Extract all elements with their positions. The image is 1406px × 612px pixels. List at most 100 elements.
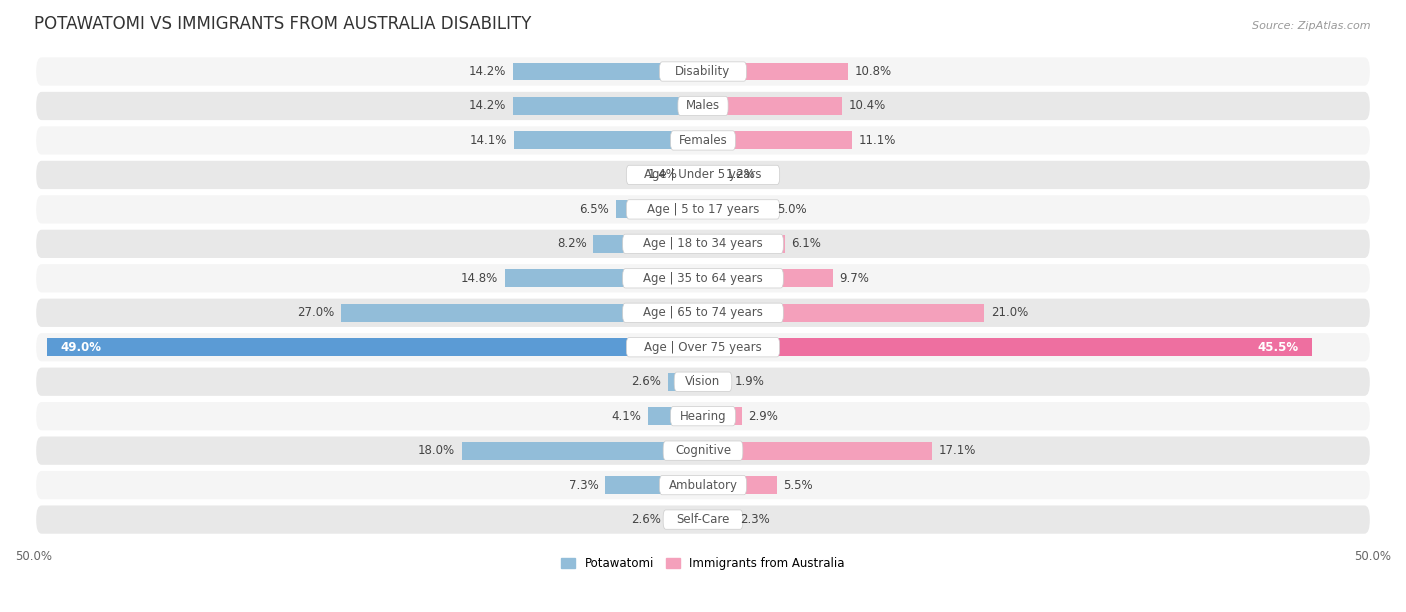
- Text: Females: Females: [679, 134, 727, 147]
- Bar: [703, 442, 932, 460]
- FancyBboxPatch shape: [626, 338, 780, 357]
- Text: 2.6%: 2.6%: [631, 375, 661, 388]
- Text: 10.8%: 10.8%: [855, 65, 891, 78]
- Bar: [703, 407, 742, 425]
- Text: Cognitive: Cognitive: [675, 444, 731, 457]
- FancyBboxPatch shape: [37, 230, 1369, 258]
- Text: 2.9%: 2.9%: [748, 409, 779, 423]
- Text: 14.8%: 14.8%: [461, 272, 498, 285]
- Text: 27.0%: 27.0%: [298, 306, 335, 319]
- Text: 9.7%: 9.7%: [839, 272, 869, 285]
- Bar: [703, 132, 852, 149]
- Text: 1.4%: 1.4%: [648, 168, 678, 181]
- Bar: [703, 269, 832, 287]
- Text: 1.9%: 1.9%: [735, 375, 765, 388]
- Bar: [703, 97, 842, 115]
- Bar: [46, 338, 703, 356]
- Text: POTAWATOMI VS IMMIGRANTS FROM AUSTRALIA DISABILITY: POTAWATOMI VS IMMIGRANTS FROM AUSTRALIA …: [34, 15, 531, 33]
- Text: 10.4%: 10.4%: [849, 100, 886, 113]
- FancyBboxPatch shape: [623, 303, 783, 323]
- Legend: Potawatomi, Immigrants from Australia: Potawatomi, Immigrants from Australia: [557, 552, 849, 575]
- FancyBboxPatch shape: [671, 406, 735, 426]
- Text: 49.0%: 49.0%: [60, 341, 101, 354]
- FancyBboxPatch shape: [659, 62, 747, 81]
- FancyBboxPatch shape: [623, 269, 783, 288]
- Bar: [703, 304, 984, 322]
- FancyBboxPatch shape: [37, 368, 1369, 396]
- Text: 17.1%: 17.1%: [939, 444, 976, 457]
- Bar: [648, 407, 703, 425]
- FancyBboxPatch shape: [626, 200, 780, 219]
- FancyBboxPatch shape: [37, 264, 1369, 293]
- Text: 6.5%: 6.5%: [579, 203, 609, 216]
- Text: Age | 5 to 17 years: Age | 5 to 17 years: [647, 203, 759, 216]
- Text: Hearing: Hearing: [679, 409, 727, 423]
- FancyBboxPatch shape: [664, 510, 742, 529]
- Text: 21.0%: 21.0%: [991, 306, 1028, 319]
- FancyBboxPatch shape: [37, 58, 1369, 86]
- Bar: [703, 373, 728, 390]
- Text: Males: Males: [686, 100, 720, 113]
- FancyBboxPatch shape: [37, 333, 1369, 361]
- Text: 5.5%: 5.5%: [783, 479, 813, 491]
- Text: 7.3%: 7.3%: [569, 479, 599, 491]
- Bar: [593, 235, 703, 253]
- FancyBboxPatch shape: [659, 476, 747, 494]
- Text: 2.3%: 2.3%: [741, 513, 770, 526]
- Bar: [513, 97, 703, 115]
- Bar: [668, 373, 703, 390]
- Text: 14.2%: 14.2%: [468, 100, 506, 113]
- Text: 8.2%: 8.2%: [557, 237, 586, 250]
- Bar: [668, 510, 703, 529]
- FancyBboxPatch shape: [37, 299, 1369, 327]
- Text: 4.1%: 4.1%: [612, 409, 641, 423]
- Text: Self-Care: Self-Care: [676, 513, 730, 526]
- Bar: [703, 510, 734, 529]
- Text: Age | 18 to 34 years: Age | 18 to 34 years: [643, 237, 763, 250]
- Text: Age | 65 to 74 years: Age | 65 to 74 years: [643, 306, 763, 319]
- Bar: [703, 476, 776, 494]
- Text: Ambulatory: Ambulatory: [668, 479, 738, 491]
- FancyBboxPatch shape: [37, 195, 1369, 223]
- FancyBboxPatch shape: [678, 96, 728, 116]
- Text: 11.1%: 11.1%: [858, 134, 896, 147]
- Text: Disability: Disability: [675, 65, 731, 78]
- Text: 14.1%: 14.1%: [470, 134, 508, 147]
- Bar: [703, 166, 718, 184]
- FancyBboxPatch shape: [37, 92, 1369, 120]
- Text: 6.1%: 6.1%: [792, 237, 821, 250]
- Text: 2.6%: 2.6%: [631, 513, 661, 526]
- FancyBboxPatch shape: [37, 402, 1369, 430]
- Text: Age | Under 5 years: Age | Under 5 years: [644, 168, 762, 181]
- FancyBboxPatch shape: [623, 234, 783, 253]
- FancyBboxPatch shape: [37, 506, 1369, 534]
- Text: Vision: Vision: [685, 375, 721, 388]
- Bar: [342, 304, 703, 322]
- Text: Age | 35 to 64 years: Age | 35 to 64 years: [643, 272, 763, 285]
- Text: Source: ZipAtlas.com: Source: ZipAtlas.com: [1253, 21, 1371, 31]
- Text: 1.2%: 1.2%: [725, 168, 755, 181]
- Bar: [703, 338, 1312, 356]
- Text: 18.0%: 18.0%: [418, 444, 456, 457]
- Bar: [703, 200, 770, 218]
- FancyBboxPatch shape: [37, 471, 1369, 499]
- FancyBboxPatch shape: [671, 131, 735, 150]
- Text: 5.0%: 5.0%: [776, 203, 806, 216]
- Bar: [515, 132, 703, 149]
- Bar: [703, 235, 785, 253]
- Text: Age | Over 75 years: Age | Over 75 years: [644, 341, 762, 354]
- FancyBboxPatch shape: [37, 436, 1369, 465]
- Bar: [703, 62, 848, 81]
- Bar: [463, 442, 703, 460]
- Bar: [513, 62, 703, 81]
- Bar: [605, 476, 703, 494]
- Bar: [616, 200, 703, 218]
- FancyBboxPatch shape: [626, 165, 780, 185]
- FancyBboxPatch shape: [675, 372, 731, 391]
- Text: 45.5%: 45.5%: [1258, 341, 1299, 354]
- FancyBboxPatch shape: [37, 161, 1369, 189]
- FancyBboxPatch shape: [37, 126, 1369, 155]
- Text: 14.2%: 14.2%: [468, 65, 506, 78]
- Bar: [505, 269, 703, 287]
- Bar: [685, 166, 703, 184]
